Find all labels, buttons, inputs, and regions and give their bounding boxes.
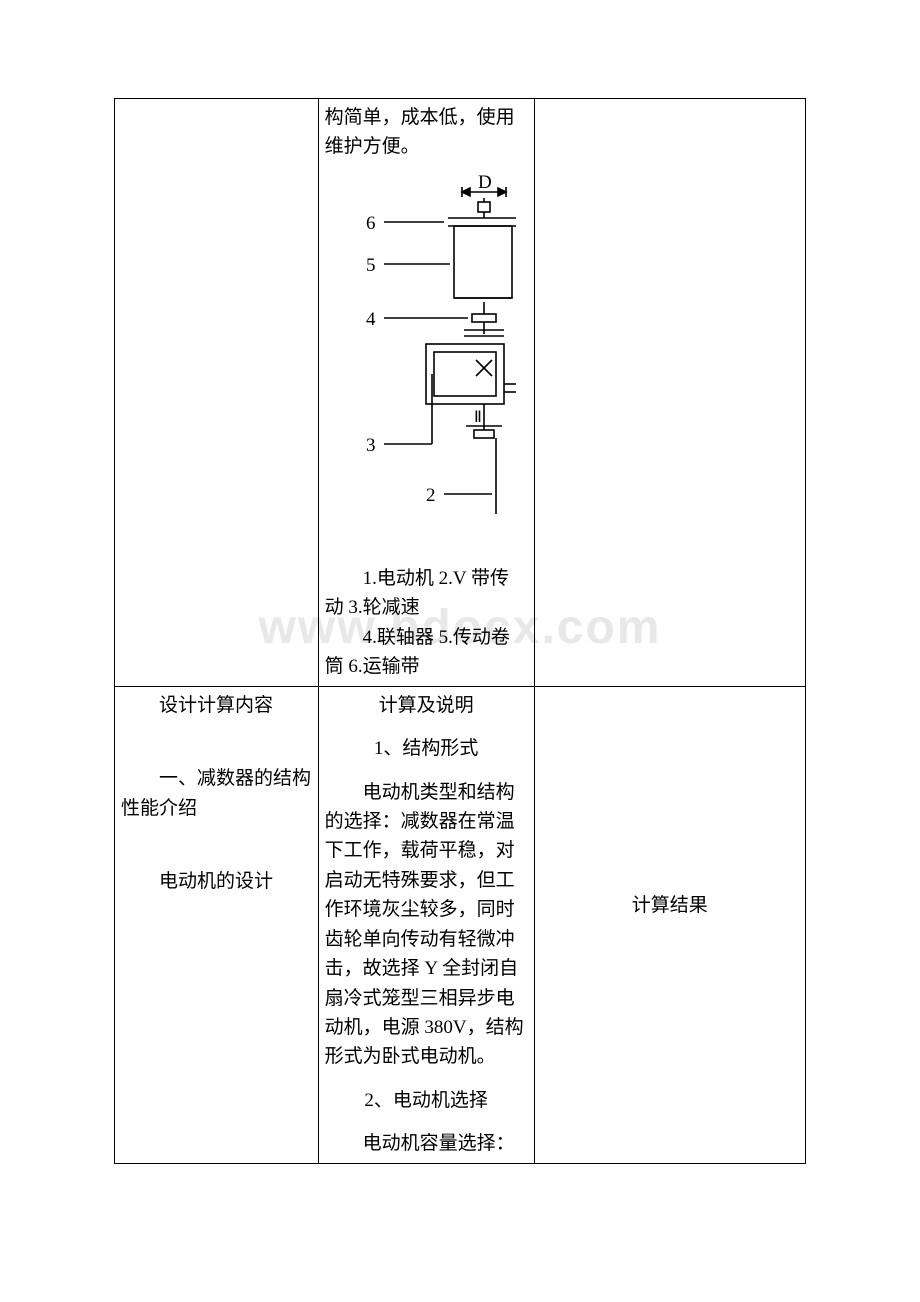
- svg-text:Ⅱ: Ⅱ: [474, 409, 482, 426]
- cell-r2-c3: 计算结果: [534, 686, 805, 1163]
- cell-r1-c2: 构简单，成本低，使用维护方便。 D: [318, 99, 534, 687]
- result-label: 计算结果: [541, 691, 799, 920]
- structure-body: 电动机类型和结构的选择：减数器在常温下工作，载荷平稳，对启动无特殊要求，但工作环…: [325, 778, 528, 1072]
- svg-text:2: 2: [426, 485, 436, 506]
- section-label-1: 设计计算内容: [121, 691, 312, 720]
- cell-r2-c1: 设计计算内容 一、减数器的结构性能介绍 电动机的设计: [115, 686, 319, 1163]
- svg-text:4: 4: [366, 309, 376, 330]
- intro-text: 构简单，成本低，使用维护方便。: [325, 103, 528, 162]
- section-label-3: 电动机的设计: [121, 867, 312, 896]
- table-row: 构简单，成本低，使用维护方便。 D: [115, 99, 806, 687]
- structure-heading: 1、结构形式: [325, 734, 528, 763]
- svg-text:6: 6: [366, 213, 376, 234]
- motor-select-heading: 2、电动机选择: [325, 1086, 528, 1115]
- svg-text:D: D: [478, 174, 492, 193]
- motor-capacity-text: 电动机容量选择：: [325, 1129, 528, 1158]
- calc-heading: 计算及说明: [325, 691, 528, 720]
- caption-line-1: 1.电动机 2.V 带传动 3.轮减速: [325, 564, 528, 623]
- cell-r1-c3: [534, 99, 805, 687]
- caption-line-2: 4.联轴器 5.传动卷筒 6.运输带: [325, 623, 528, 682]
- svg-text:3: 3: [366, 435, 376, 456]
- section-label-2: 一、减数器的结构性能介绍: [121, 764, 312, 823]
- table-row: 设计计算内容 一、减数器的结构性能介绍 电动机的设计 计算及说明 1、结构形式 …: [115, 686, 806, 1163]
- document-table: 构简单，成本低，使用维护方便。 D: [114, 98, 806, 1164]
- mechanical-diagram: D 6 5: [325, 174, 528, 544]
- svg-text:5: 5: [366, 255, 376, 276]
- cell-r1-c1: [115, 99, 319, 687]
- cell-r2-c2: 计算及说明 1、结构形式 电动机类型和结构的选择：减数器在常温下工作，载荷平稳，…: [318, 686, 534, 1163]
- diagram-svg: D 6 5: [336, 174, 516, 544]
